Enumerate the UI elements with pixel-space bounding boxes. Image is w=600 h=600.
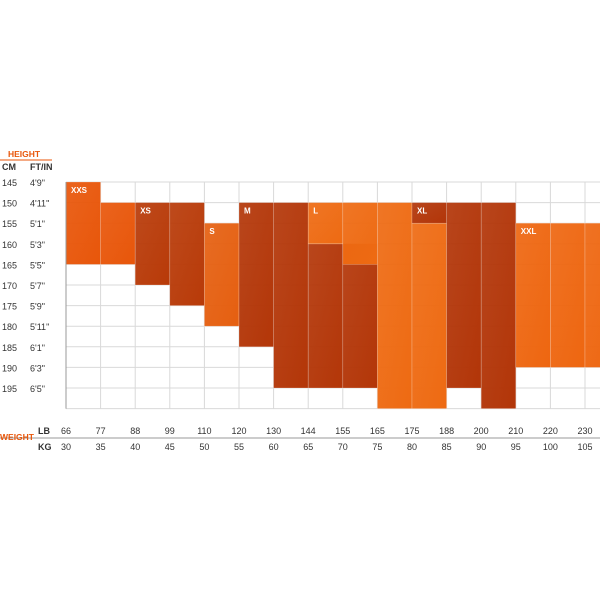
weight-lb-label: 66 [61, 426, 71, 436]
weight-kg-label: 105 [577, 442, 592, 452]
size-cell-xxl [515, 222, 551, 368]
height-cm-label: 150 [2, 199, 17, 209]
size-cell-m [273, 202, 309, 389]
weight-lb-label: 188 [439, 426, 454, 436]
weight-kg-label: 65 [303, 442, 313, 452]
height-cm-label: 160 [2, 240, 17, 250]
height-cm-label: 180 [2, 322, 17, 332]
weight-lb-label: 165 [370, 426, 385, 436]
weight-lb-label: 220 [543, 426, 558, 436]
size-cell-xxs [65, 181, 101, 265]
size-label-s: S [209, 227, 215, 236]
weight-lb-label: 99 [165, 426, 175, 436]
weight-lb-label: 120 [231, 426, 246, 436]
weight-lb-label: 144 [301, 426, 316, 436]
height-cm-label: 175 [2, 302, 17, 312]
weight-kg-label: 100 [543, 442, 558, 452]
weight-kg-label: 70 [338, 442, 348, 452]
size-label-m: M [244, 207, 251, 216]
weight-lb-label: 175 [404, 426, 419, 436]
weight-lb-label: 155 [335, 426, 350, 436]
size-cell-xs [134, 202, 171, 286]
weight-kg-label: 80 [407, 442, 417, 452]
height-cm-label: 165 [2, 260, 17, 270]
height-axis-title: HEIGHT [8, 149, 41, 159]
weight-kg-label: 85 [442, 442, 452, 452]
size-cell-xs [169, 202, 205, 306]
height-ftin-label: 4'9" [30, 178, 45, 188]
weight-kg-label: 30 [61, 442, 71, 452]
weight-axis-title: WEIGHT [0, 432, 35, 442]
weight-lb-label: 77 [96, 426, 106, 436]
height-ftin-label: 5'7" [30, 281, 45, 291]
weight-kg-label: 95 [511, 442, 521, 452]
size-cell-xl [446, 202, 482, 389]
size-cell-m [238, 202, 274, 348]
weight-kg-label: 45 [165, 442, 175, 452]
weight-lb-label: 110 [197, 426, 211, 436]
size-cell-l [377, 202, 413, 409]
size-label-xxs: XXS [71, 186, 88, 195]
size-cell-xxl [584, 222, 600, 368]
size-label-l: L [313, 207, 318, 216]
size-labels: XXS XS S M L XL XXL [71, 186, 536, 236]
size-label-xs: XS [140, 207, 151, 216]
weight-kg-label: 35 [96, 442, 106, 452]
size-cell-xxs [100, 202, 136, 265]
size-cell-s [204, 222, 240, 327]
cm-header: CM [2, 162, 16, 172]
size-cell-l [411, 222, 447, 409]
height-ftin-label: 4'11" [30, 199, 49, 209]
size-cell-l [307, 202, 344, 245]
weight-lb-label: 230 [577, 426, 592, 436]
height-cm-label: 190 [2, 363, 17, 373]
weight-kg-label: 40 [130, 442, 140, 452]
size-cell-m [342, 243, 378, 389]
height-ftin-label: 5'3" [30, 240, 45, 250]
weight-kg-label: 60 [269, 442, 279, 452]
weight-kg-label: 75 [372, 442, 382, 452]
height-cm-label: 145 [2, 178, 17, 188]
size-cell-xxl [550, 222, 586, 368]
height-ftin-label: 6'3" [30, 363, 45, 373]
kg-header: KG [38, 442, 52, 452]
height-ftin-label: 5'1" [30, 219, 45, 229]
size-cells [65, 181, 600, 409]
height-cm-label: 195 [2, 384, 17, 394]
weight-lb-label: 200 [474, 426, 489, 436]
height-cm-label: 185 [2, 343, 17, 353]
height-cm-label: 170 [2, 281, 17, 291]
size-label-xxl: XXL [521, 227, 537, 236]
height-cm-label: 155 [2, 219, 17, 229]
size-cell-m [307, 243, 344, 389]
size-label-xl: XL [417, 207, 427, 216]
weight-kg-label: 90 [476, 442, 486, 452]
height-ftin-label: 5'11" [30, 322, 49, 332]
height-ftin-label: 6'5" [30, 384, 45, 394]
chart-axes: 145 4'9" 150 4'11" 155 5'1" 160 5'3" 165 5'5" 170 5… [0, 159, 600, 452]
size-cell-l [342, 202, 378, 265]
height-ftin-label: 5'9" [30, 302, 45, 312]
weight-lb-label: 130 [266, 426, 281, 436]
lb-header: LB [38, 426, 50, 436]
height-ftin-label: 6'1" [30, 343, 45, 353]
height-ftin-label: 5'5" [30, 260, 45, 270]
weight-kg-label: 55 [234, 442, 244, 452]
size-cell-xl [480, 202, 517, 409]
weight-lb-label: 210 [508, 426, 523, 436]
weight-lb-label: 88 [130, 426, 140, 436]
weight-kg-label: 50 [199, 442, 209, 452]
ftin-header: FT/IN [30, 162, 53, 172]
